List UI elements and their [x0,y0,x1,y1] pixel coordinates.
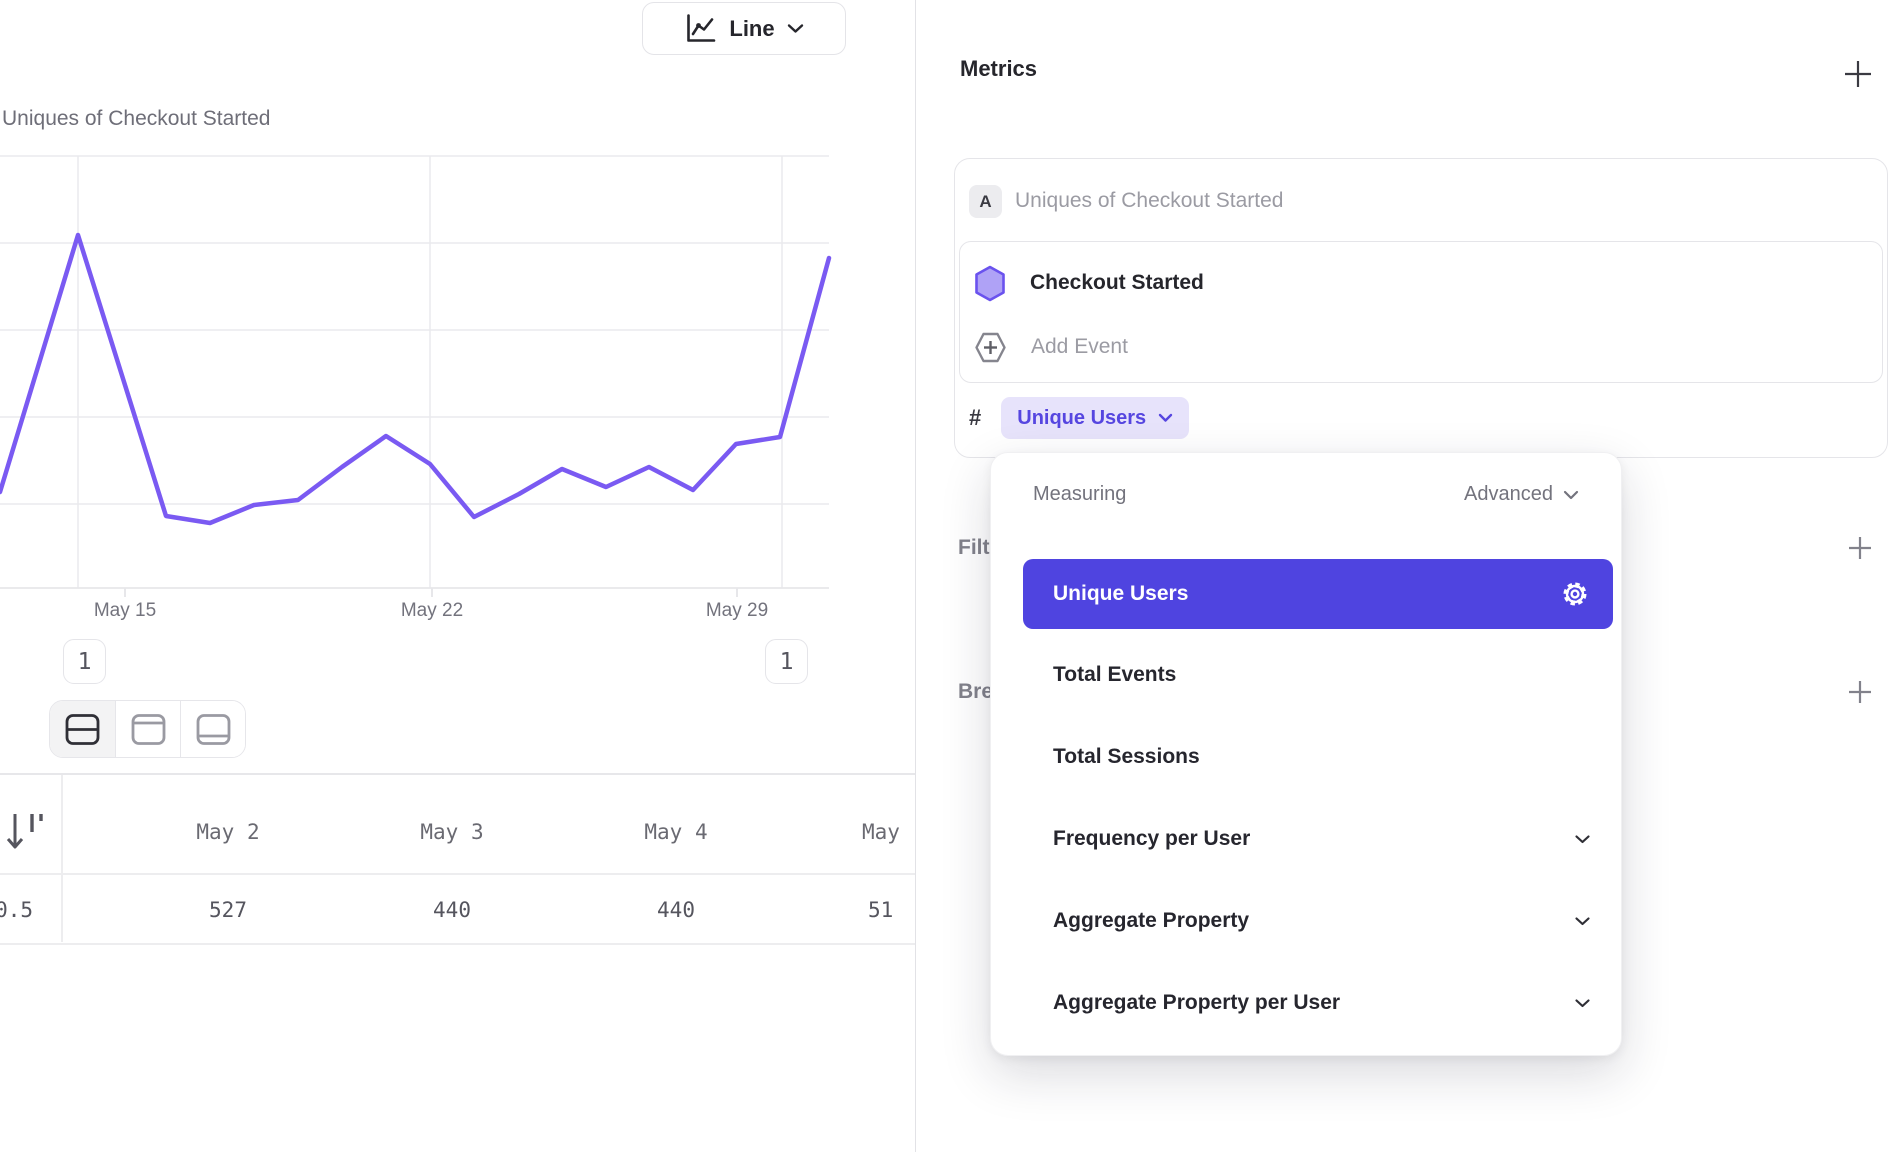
advanced-label: Advanced [1464,483,1553,505]
chevron-down-icon [1158,413,1173,422]
metric-card: A Uniques of Checkout Started Checkout S… [954,158,1888,458]
metrics-section-title: Metrics [960,56,1038,81]
add-filter-button[interactable] [1846,534,1874,562]
add-breakdown-button[interactable] [1846,678,1874,706]
table-bottom-border [0,943,915,945]
advanced-selector[interactable]: Advanced [1464,483,1579,506]
add-metric-button[interactable] [1842,58,1874,90]
measure-option-label: Unique Users [1053,582,1189,605]
chart-title: Uniques of Checkout Started [2,107,271,130]
measure-option-frequency-per-user[interactable]: Frequency per User [1023,810,1613,868]
measure-option-total-sessions[interactable]: Total Sessions [1023,728,1613,786]
measure-option-label: Total Events [1053,663,1177,686]
table-value-cell: 440 [433,898,471,922]
table-value-cell: 440 [657,898,695,922]
chevron-down-icon [787,23,804,34]
measure-row: # Unique Users [969,397,1190,439]
x-axis-tick-label: May 29 [705,600,769,621]
chart-type-button[interactable]: Line [642,2,846,55]
measuring-label: Measuring [1033,483,1127,505]
table-header-cell: May [862,820,900,844]
add-event-hexagon-plus-icon [974,331,1007,364]
event-hexagon-icon [974,265,1006,302]
table-header-cell: May 2 [196,820,260,844]
measure-option-aggregate-property-per-user[interactable]: Aggregate Property per User [1023,974,1613,1032]
table-top-border [0,773,915,775]
chevron-down-icon [1575,998,1590,1007]
table-value-cell: 51 [868,898,894,922]
chevron-down-icon [1563,490,1579,499]
table-value-cell: 527 [209,898,247,922]
series-line [0,232,832,526]
table-column-divider [61,775,63,942]
event-name: Checkout Started [1030,271,1204,294]
chevron-down-icon [1575,834,1590,843]
measure-selector-chip[interactable]: Unique Users [1001,397,1190,439]
measure-option-total-events[interactable]: Total Events [1023,646,1613,704]
line-chart-icon [684,12,717,45]
gear-icon[interactable] [1559,578,1591,610]
chevron-down-icon [1575,916,1590,925]
measuring-dropdown: Measuring Advanced Unique Users Total Eve… [990,452,1622,1056]
measure-option-label: Total Sessions [1053,745,1200,768]
hash-icon: # [969,405,982,430]
x-axis-tick-label: May 22 [400,600,464,621]
measure-option-label: Aggregate Property [1053,909,1250,932]
measuring-header-row: Measuring Advanced [991,483,1621,506]
x-axis-tick-label: May 15 [93,600,157,621]
add-event-label: Add Event [1031,335,1128,358]
table-value-cell: 0.5 [0,898,33,922]
measure-option-label: Aggregate Property per User [1053,991,1341,1014]
chart-type-label: Line [729,15,775,41]
layout-table-only-button[interactable] [180,701,245,757]
table-header-cell: May 4 [644,820,708,844]
query-builder-pane: Metrics A Uniques of Checkout Started Ch… [916,0,1898,1152]
layout-toggle-group [49,700,246,758]
layout-chart-only-button[interactable] [115,701,180,757]
series-count-badge-left[interactable]: 1 [63,639,106,684]
table-header-divider [0,873,915,875]
table-header-cell: May 3 [420,820,484,844]
measure-chip-label: Unique Users [1017,406,1147,429]
add-event-row[interactable]: Add Event [974,322,1868,372]
series-count-badge-right[interactable]: 1 [765,639,808,684]
pane-divider [915,0,917,1152]
chart-pane: Line Uniques of Checkout Started May 15 M… [0,0,915,1152]
layout-split-view-button[interactable] [50,701,115,757]
chart-canvas[interactable] [0,155,832,597]
measure-option-unique-users[interactable]: Unique Users [1023,559,1613,629]
metric-letter-badge[interactable]: A [969,185,1002,218]
measure-option-label: Frequency per User [1053,827,1251,850]
sort-descending-icon[interactable] [6,808,46,854]
event-card: Checkout Started Add Event [959,241,1883,383]
measure-option-aggregate-property[interactable]: Aggregate Property [1023,892,1613,950]
metric-name[interactable]: Uniques of Checkout Started [1015,189,1284,212]
event-row[interactable]: Checkout Started [974,256,1868,310]
